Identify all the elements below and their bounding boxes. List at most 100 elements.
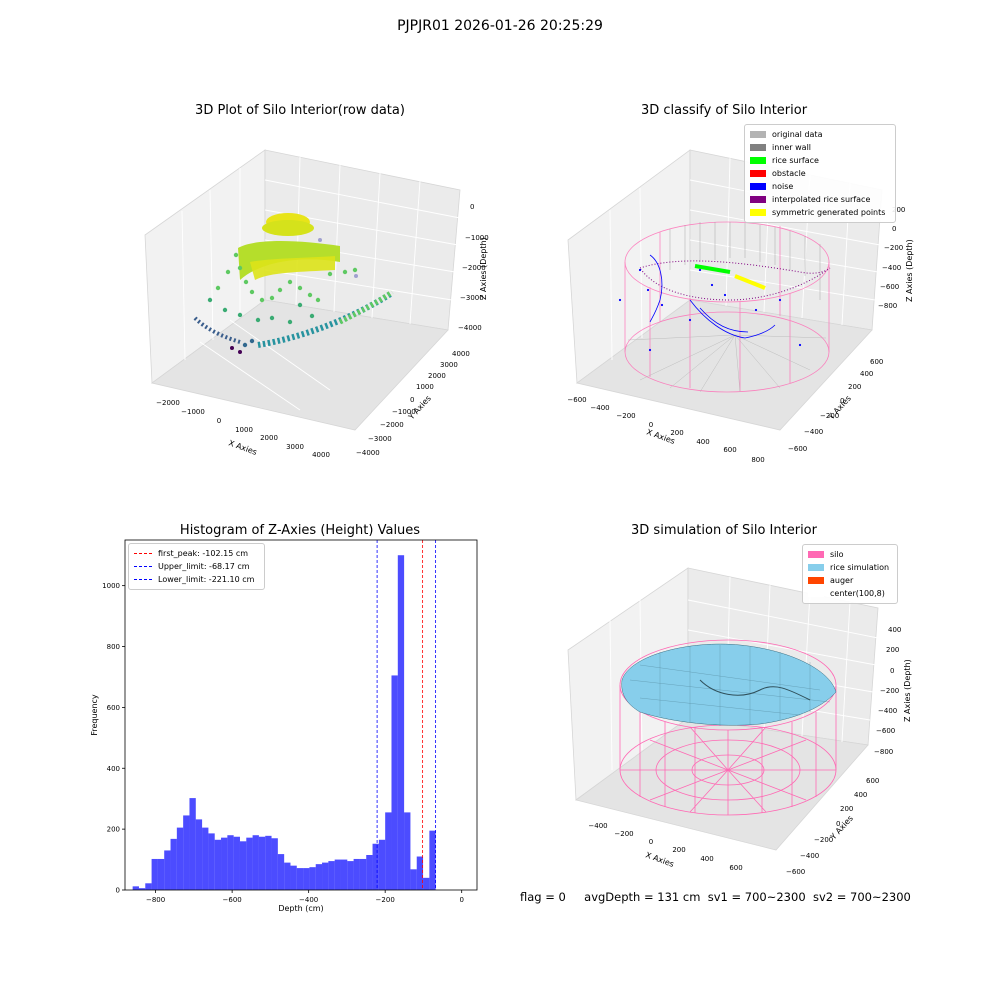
legend-swatch <box>750 157 766 164</box>
histogram-bar <box>214 839 222 890</box>
svg-text:−400: −400 <box>590 404 609 412</box>
legend-swatch <box>750 209 766 216</box>
simulation-3d-plot: −400 −200 0 200 400 600 X Axies −600 −40… <box>567 567 912 876</box>
svg-text:−2000: −2000 <box>156 399 180 407</box>
histogram-bar <box>138 888 146 890</box>
svg-text:600: 600 <box>723 446 736 454</box>
simulation-x-label: X Axies <box>644 850 675 869</box>
y-tick-label: 1000 <box>102 582 120 590</box>
simulation-z-label: Z Axies (Depth) <box>903 659 912 722</box>
histogram-bar <box>157 858 165 890</box>
svg-text:−200: −200 <box>814 836 833 844</box>
legend-item: auger <box>808 574 892 587</box>
svg-text:400: 400 <box>888 626 901 634</box>
sv1-text: sv1 = 700~2300 <box>707 890 806 904</box>
x-tick-label: −400 <box>299 896 318 904</box>
raw-y-ticks: −4000 −3000 −2000 −1000 0 1000 2000 3000… <box>356 350 470 457</box>
histogram-bar <box>176 827 184 890</box>
svg-text:−400: −400 <box>882 264 901 272</box>
svg-text:−600: −600 <box>880 283 899 291</box>
svg-text:1000: 1000 <box>235 426 253 434</box>
classify-x-ticks: −600 −400 −200 0 200 400 600 800 <box>567 396 764 464</box>
svg-text:−200: −200 <box>820 412 839 420</box>
sv2-text: sv2 = 700~2300 <box>812 890 911 904</box>
svg-text:−600: −600 <box>876 727 895 735</box>
svg-text:−2000: −2000 <box>380 421 404 429</box>
svg-text:200: 200 <box>892 206 905 214</box>
legend-item: symmetric generated points <box>750 206 890 219</box>
legend-swatch <box>750 183 766 190</box>
simulation-panel-title: 3D simulation of Silo Interior <box>631 523 817 538</box>
svg-text:600: 600 <box>729 864 742 872</box>
svg-text:200: 200 <box>840 805 853 813</box>
legend-line-blue <box>134 579 152 580</box>
histogram-bar <box>246 837 253 890</box>
legend-swatch <box>750 144 766 151</box>
histogram-vlines <box>376 540 437 890</box>
histogram-bar <box>170 838 177 890</box>
legend-swatch <box>750 170 766 177</box>
legend-item: interpolated rice surface <box>750 193 890 206</box>
svg-text:3000: 3000 <box>440 361 458 369</box>
svg-text:−4000: −4000 <box>458 324 482 332</box>
raw-point-cloud <box>193 213 394 354</box>
classify-y-ticks: −600 −400 −200 0 200 400 600 <box>788 358 883 453</box>
svg-text:400: 400 <box>854 791 867 799</box>
svg-text:−200: −200 <box>614 830 633 838</box>
legend-swatch <box>808 590 824 597</box>
legend-item: rice surface <box>750 154 890 167</box>
svg-text:400: 400 <box>696 438 709 446</box>
x-tick-label: −600 <box>223 896 242 904</box>
histogram-bar <box>315 864 323 890</box>
svg-text:−600: −600 <box>786 868 805 876</box>
histogram-bar <box>132 886 139 890</box>
svg-text:600: 600 <box>870 358 883 366</box>
histogram-bar <box>265 835 272 890</box>
x-tick-label: −800 <box>146 896 165 904</box>
histogram-bar <box>416 856 424 890</box>
x-tick-label: −200 <box>376 896 395 904</box>
histogram-bar <box>303 868 310 890</box>
avg-depth-text: avgDepth = 131 cm <box>584 890 701 904</box>
histogram-bar <box>145 883 152 890</box>
svg-text:−1000: −1000 <box>392 408 416 416</box>
y-tick-label: 0 <box>116 887 120 895</box>
simulation-x-ticks: −400 −200 0 200 400 600 <box>588 822 742 872</box>
histogram-bar <box>221 837 228 890</box>
histogram-bar <box>284 862 291 890</box>
histogram-x-ticks: −800 −600 −400 −200 0 <box>146 890 464 904</box>
svg-text:2000: 2000 <box>428 372 446 380</box>
histogram-x-label: Depth (cm) <box>278 904 323 913</box>
histogram-bar <box>233 836 240 890</box>
histogram-bars <box>132 555 436 890</box>
svg-text:4000: 4000 <box>312 451 330 459</box>
legend-swatch <box>808 551 824 558</box>
histogram-bar <box>271 838 278 890</box>
svg-text:−1000: −1000 <box>465 234 489 242</box>
histogram-bar <box>239 841 247 890</box>
histogram-legend: first_peak: -102.15 cm Upper_limit: -68.… <box>128 543 265 590</box>
classify-panel-title: 3D classify of Silo Interior <box>640 103 808 118</box>
svg-text:−3000: −3000 <box>368 435 392 443</box>
histogram-bar <box>328 861 335 890</box>
legend-item: Upper_limit: -68.17 cm <box>134 560 259 573</box>
figure-title: PJPJR01 2026-01-26 20:25:29 <box>397 18 603 34</box>
legend-item: inner wall <box>750 141 890 154</box>
footer-stats: flag = 0 avgDepth = 131 cm sv1 = 700~230… <box>520 890 911 904</box>
svg-text:−200: −200 <box>880 687 899 695</box>
svg-text:200: 200 <box>848 383 861 391</box>
classify-legend: original data inner wall rice surface ob… <box>744 124 896 223</box>
svg-text:200: 200 <box>886 646 899 654</box>
svg-text:−800: −800 <box>878 302 897 310</box>
svg-text:0: 0 <box>649 838 653 846</box>
histogram-bar <box>410 869 417 890</box>
histogram-bar <box>164 850 171 890</box>
simulation-z-ticks: 400 200 0 −200 −400 −600 −800 <box>874 626 901 756</box>
svg-text:−1000: −1000 <box>181 408 205 416</box>
y-tick-label: 600 <box>107 704 120 712</box>
histogram-title: Histogram of Z-Axies (Height) Values <box>179 523 421 538</box>
svg-text:200: 200 <box>670 429 683 437</box>
legend-swatch <box>808 577 824 584</box>
raw-x-ticks: −2000 −1000 0 1000 2000 3000 4000 <box>156 399 330 459</box>
histogram-bar <box>227 835 234 890</box>
